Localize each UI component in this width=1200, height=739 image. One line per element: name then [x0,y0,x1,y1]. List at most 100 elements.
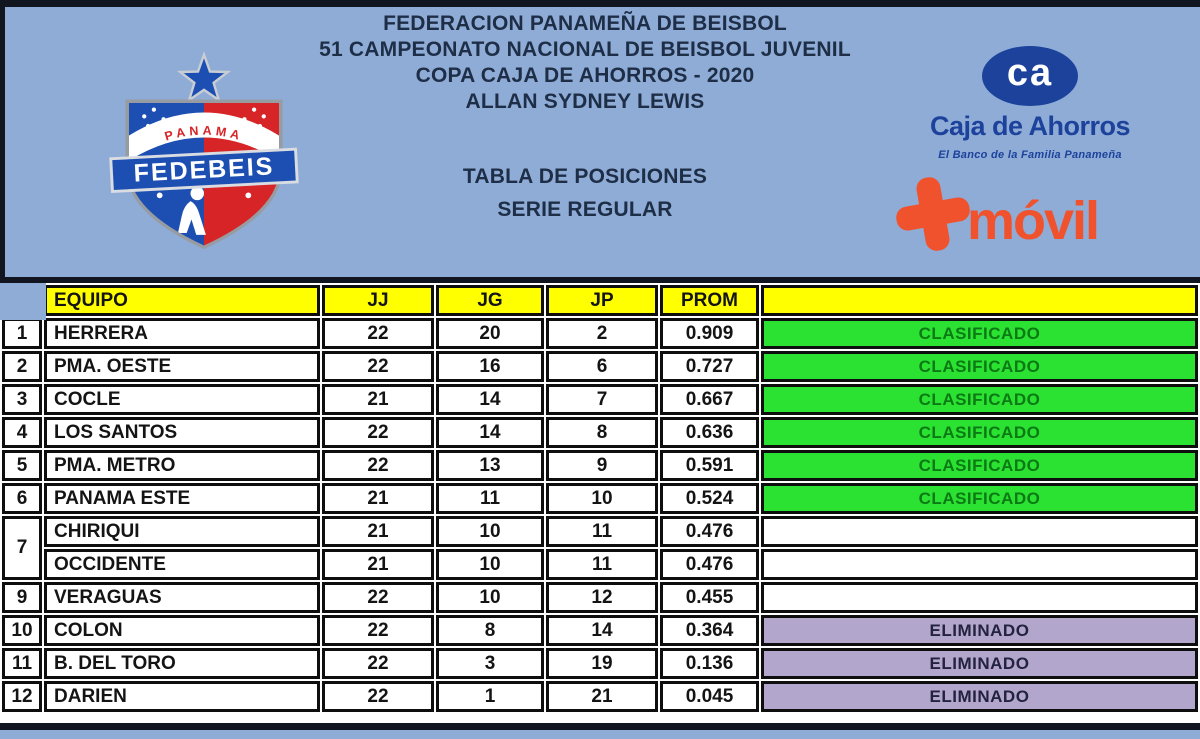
rank-cell: 3 [2,384,42,415]
table-row: 4 LOS SANTOS 22 14 8 0.636 CLASIFICADO [2,417,1198,448]
jg-cell: 20 [436,318,544,349]
table-row: 1 HERRERA 22 20 2 0.909 CLASIFICADO [2,318,1198,349]
caja-de-ahorros-logo: ca Caja de Ahorros El Banco de la Famili… [878,46,1182,161]
prom-cell: 0.476 [660,549,759,580]
status-cell: CLASIFICADO [761,351,1198,382]
jg-cell: 14 [436,417,544,448]
team-cell: PMA. OESTE [44,351,320,382]
jg-cell: 10 [436,582,544,613]
jj-cell: 21 [322,384,434,415]
jg-cell: 1 [436,681,544,712]
caja-tagline-label: El Banco de la Familia Panameña [938,149,1122,161]
team-cell: HERRERA [44,318,320,349]
standings-table: EQUIPO JJ JG JP PROM 1 HERRERA 22 20 2 0.909 C… [0,283,1200,714]
team-cell: LOS SANTOS [44,417,320,448]
prom-column-header: PROM [660,285,759,316]
jp-cell: 19 [546,648,658,679]
status-cell: ELIMINADO [761,681,1198,712]
rank-cell: 1 [2,318,42,349]
status-cell: ELIMINADO [761,648,1198,679]
team-cell: CHIRIQUI [44,516,320,547]
jj-cell: 22 [322,417,434,448]
rank-cell: 4 [2,417,42,448]
movil-logo: móvil [893,168,1100,254]
status-cell [761,582,1198,613]
jg-cell: 10 [436,549,544,580]
table-row: 2 PMA. OESTE 22 16 6 0.727 CLASIFICADO [2,351,1198,382]
plus-icon [896,177,970,251]
status-cell: CLASIFICADO [761,483,1198,514]
jj-cell: 22 [322,615,434,646]
svg-text:PANAMA: PANAMA [163,123,245,143]
table-row: 9 VERAGUAS 22 10 12 0.455 [2,582,1198,613]
standings-heading: TABLA DE POSICIONES [462,165,708,188]
status-cell: ELIMINADO [761,615,1198,646]
jp-cell: 2 [546,318,658,349]
team-cell: PMA. METRO [44,450,320,481]
prom-cell: 0.136 [660,648,759,679]
jj-cell: 22 [322,648,434,679]
jj-column-header: JJ [322,285,434,316]
jp-cell: 14 [546,615,658,646]
rank-cell: 10 [2,615,42,646]
jp-column-header: JP [546,285,658,316]
jp-cell: 6 [546,351,658,382]
jp-cell: 7 [546,384,658,415]
rank-cell: 12 [2,681,42,712]
team-cell: DARIEN [44,681,320,712]
jg-cell: 3 [436,648,544,679]
jj-cell: 22 [322,351,434,382]
prom-cell: 0.364 [660,615,759,646]
prom-cell: 0.667 [660,384,759,415]
jg-column-header: JG [436,285,544,316]
status-cell [761,549,1198,580]
jj-cell: 21 [322,549,434,580]
status-cell [761,516,1198,547]
prom-cell: 0.524 [660,483,759,514]
top-border-bar [0,0,1200,7]
team-cell: VERAGUAS [44,582,320,613]
federation-title: FEDERACION PANAMEÑA DE BEISBOL [383,12,787,35]
caja-name-label: Caja de Ahorros [929,111,1131,141]
status-column-header [761,285,1198,316]
fedebeis-logo-icon: PANAMA FEDEBEIS [109,51,299,250]
rank-cell: 11 [2,648,42,679]
bottom-border-bar [0,723,1200,730]
table-row: 6 PANAMA ESTE 21 11 10 0.524 CLASIFICADO [2,483,1198,514]
team-cell: COCLE [44,384,320,415]
prom-cell: 0.909 [660,318,759,349]
status-cell: CLASIFICADO [761,417,1198,448]
rank-cell: 2 [2,351,42,382]
jj-cell: 22 [322,681,434,712]
jp-cell: 11 [546,516,658,547]
corner-cell [0,283,46,320]
rank-cell: 6 [2,483,42,514]
jj-cell: 22 [322,318,434,349]
prom-cell: 0.476 [660,516,759,547]
equipo-column-header: EQUIPO [44,285,320,316]
honoree-title: ALLAN SYDNEY LEWIS [465,90,705,113]
fedebeis-country-label: PANAMA [163,123,241,143]
jg-cell: 11 [436,483,544,514]
jg-cell: 16 [436,351,544,382]
prom-cell: 0.636 [660,417,759,448]
jg-cell: 10 [436,516,544,547]
team-cell: B. DEL TORO [44,648,320,679]
team-cell: COLON [44,615,320,646]
table-row: 12 DARIEN 22 1 21 0.045 ELIMINADO [2,681,1198,712]
prom-cell: 0.727 [660,351,759,382]
jp-cell: 10 [546,483,658,514]
jg-cell: 13 [436,450,544,481]
table-row: OCCIDENTE 21 10 11 0.476 [2,549,1198,580]
series-heading: SERIE REGULAR [497,198,673,221]
jj-cell: 21 [322,483,434,514]
title-block: FEDERACION PANAMEÑA DE BEISBOL 51 CAMPEO… [150,11,1020,115]
jp-cell: 11 [546,549,658,580]
championship-title: 51 CAMPEONATO NACIONAL DE BEISBOL JUVENI… [319,38,851,61]
standings-body: 1 HERRERA 22 20 2 0.909 CLASIFICADO 2 PMA. OESTE… [2,318,1198,712]
cup-title: COPA CAJA DE AHORROS - 2020 [415,64,755,87]
jp-cell: 21 [546,681,658,712]
left-border-bar [0,7,5,283]
caja-monogram-icon: ca [982,46,1078,106]
